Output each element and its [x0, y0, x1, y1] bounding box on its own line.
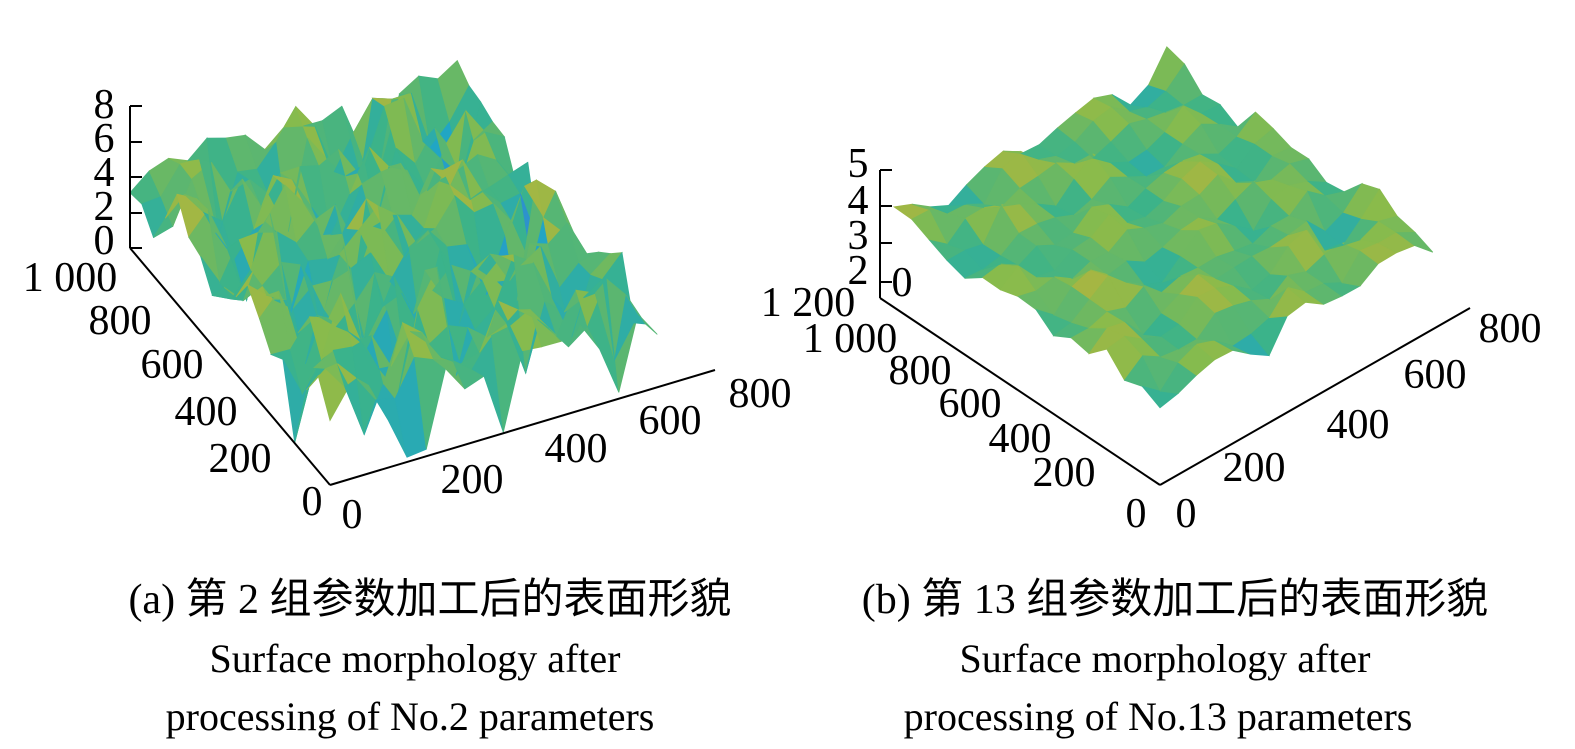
y-axis-line-b: [879, 297, 1161, 486]
y-tick-label: 1 000: [803, 316, 898, 362]
axes-b: 0 2 3 4 5 0 200 400 600 800 1 000 1 200 …: [761, 141, 1542, 537]
z-tick-label: 5: [848, 141, 869, 187]
x-tick-label: 600: [639, 398, 702, 444]
caption-en-b-line1: Surface morphology after: [960, 636, 1371, 681]
y-axis-line-a: [129, 247, 331, 486]
x-tick-label: 200: [1223, 445, 1286, 491]
y-tick-label: 800: [889, 348, 952, 394]
z-tick-label: 0: [94, 218, 115, 264]
y-tick-label: 200: [209, 436, 272, 482]
y-tick-label: 200: [1033, 450, 1096, 496]
y-tick-label: 600: [141, 342, 204, 388]
caption-cn-b: (b) 第 13 组参数加工后的表面形貌: [862, 576, 1488, 623]
z-tick-label: 2: [94, 184, 115, 230]
surface-plot-b: [892, 46, 1434, 409]
panel-a: 0 2 4 6 8 0 200 400 600 800 1 000 0 200 …: [23, 59, 792, 739]
y-tick-label: 400: [175, 389, 238, 435]
y-tick-label: 400: [989, 416, 1052, 462]
z-tick-label: 4: [848, 178, 869, 224]
x-tick-label: 0: [1176, 491, 1197, 537]
z-tick-label: 0: [892, 260, 913, 306]
axes-a: 0 2 4 6 8 0 200 400 600 800 1 000 0 200 …: [23, 82, 792, 538]
z-tick-label: 3: [848, 213, 869, 259]
x-tick-label: 800: [729, 371, 792, 417]
z-tick-label: 6: [94, 116, 115, 162]
y-tick-label: 600: [939, 381, 1002, 427]
x-tick-label: 800: [1479, 306, 1542, 352]
surface-plot-a: [129, 59, 658, 458]
x-tick-label: 400: [545, 426, 608, 472]
x-tick-label: 600: [1404, 352, 1467, 398]
surface-patch: [625, 294, 658, 335]
y-tick-label: 800: [89, 298, 152, 344]
y-tick-label: 1 000: [23, 255, 118, 301]
z-tick-label: 2: [848, 248, 869, 294]
x-tick-label: 200: [441, 457, 504, 503]
caption-en-a-line1: Surface morphology after: [210, 636, 621, 681]
x-axis-line-b: [1159, 307, 1471, 486]
x-tick-label: 400: [1327, 402, 1390, 448]
surface-patch: [1395, 231, 1434, 253]
y-tick-label: 1 200: [761, 280, 856, 326]
caption-cn-a: (a) 第 2 组参数加工后的表面形貌: [128, 576, 731, 623]
z-tick-label: 4: [94, 150, 115, 196]
caption-en-a-line2: processing of No.2 parameters: [166, 694, 655, 739]
x-tick-label: 0: [342, 492, 363, 538]
panel-b: 0 2 3 4 5 0 200 400 600 800 1 000 1 200 …: [761, 46, 1542, 739]
z-tick-label: 8: [94, 82, 115, 128]
caption-en-b-line2: processing of No.13 parameters: [904, 694, 1413, 739]
x-axis-line-a: [329, 369, 716, 486]
y-tick-label: 0: [1126, 491, 1147, 537]
y-tick-label: 0: [302, 479, 323, 525]
